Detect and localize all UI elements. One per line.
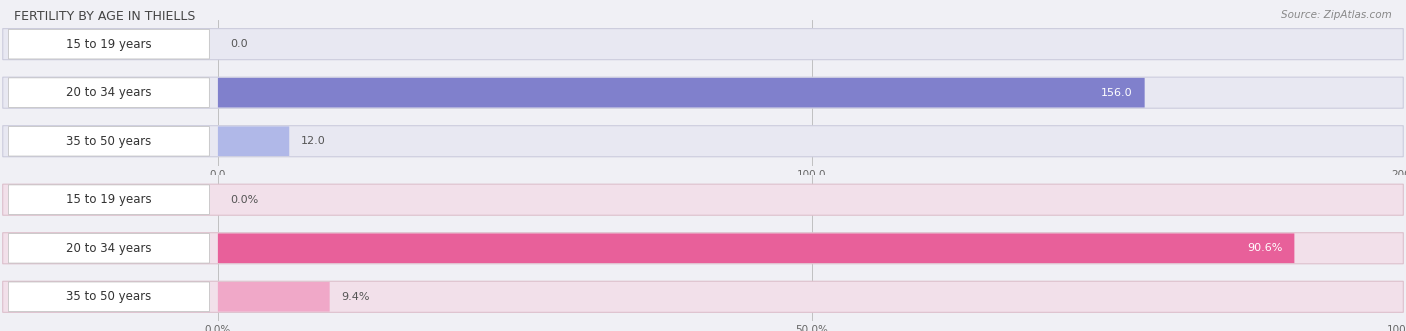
Text: 9.4%: 9.4%: [342, 292, 370, 302]
Text: 20 to 34 years: 20 to 34 years: [66, 86, 152, 99]
FancyBboxPatch shape: [218, 78, 1144, 108]
Text: 20 to 34 years: 20 to 34 years: [66, 242, 152, 255]
Text: 156.0: 156.0: [1101, 88, 1133, 98]
FancyBboxPatch shape: [8, 233, 209, 263]
FancyBboxPatch shape: [218, 282, 329, 311]
Text: 0.0%: 0.0%: [229, 195, 259, 205]
FancyBboxPatch shape: [3, 77, 1403, 108]
FancyBboxPatch shape: [218, 233, 1295, 263]
Text: 15 to 19 years: 15 to 19 years: [66, 193, 152, 206]
FancyBboxPatch shape: [3, 184, 1403, 215]
FancyBboxPatch shape: [8, 29, 209, 59]
Text: Source: ZipAtlas.com: Source: ZipAtlas.com: [1281, 10, 1392, 20]
Text: 15 to 19 years: 15 to 19 years: [66, 38, 152, 51]
FancyBboxPatch shape: [8, 282, 209, 311]
FancyBboxPatch shape: [3, 233, 1403, 264]
Text: FERTILITY BY AGE IN THIELLS: FERTILITY BY AGE IN THIELLS: [14, 10, 195, 23]
Text: 12.0: 12.0: [301, 136, 326, 146]
Text: 0.0: 0.0: [229, 39, 247, 49]
FancyBboxPatch shape: [218, 126, 290, 156]
Text: 35 to 50 years: 35 to 50 years: [66, 290, 152, 303]
FancyBboxPatch shape: [8, 126, 209, 156]
FancyBboxPatch shape: [8, 78, 209, 108]
Text: 35 to 50 years: 35 to 50 years: [66, 135, 152, 148]
FancyBboxPatch shape: [8, 185, 209, 214]
FancyBboxPatch shape: [3, 126, 1403, 157]
FancyBboxPatch shape: [3, 281, 1403, 312]
Text: 90.6%: 90.6%: [1247, 243, 1282, 253]
FancyBboxPatch shape: [3, 28, 1403, 60]
